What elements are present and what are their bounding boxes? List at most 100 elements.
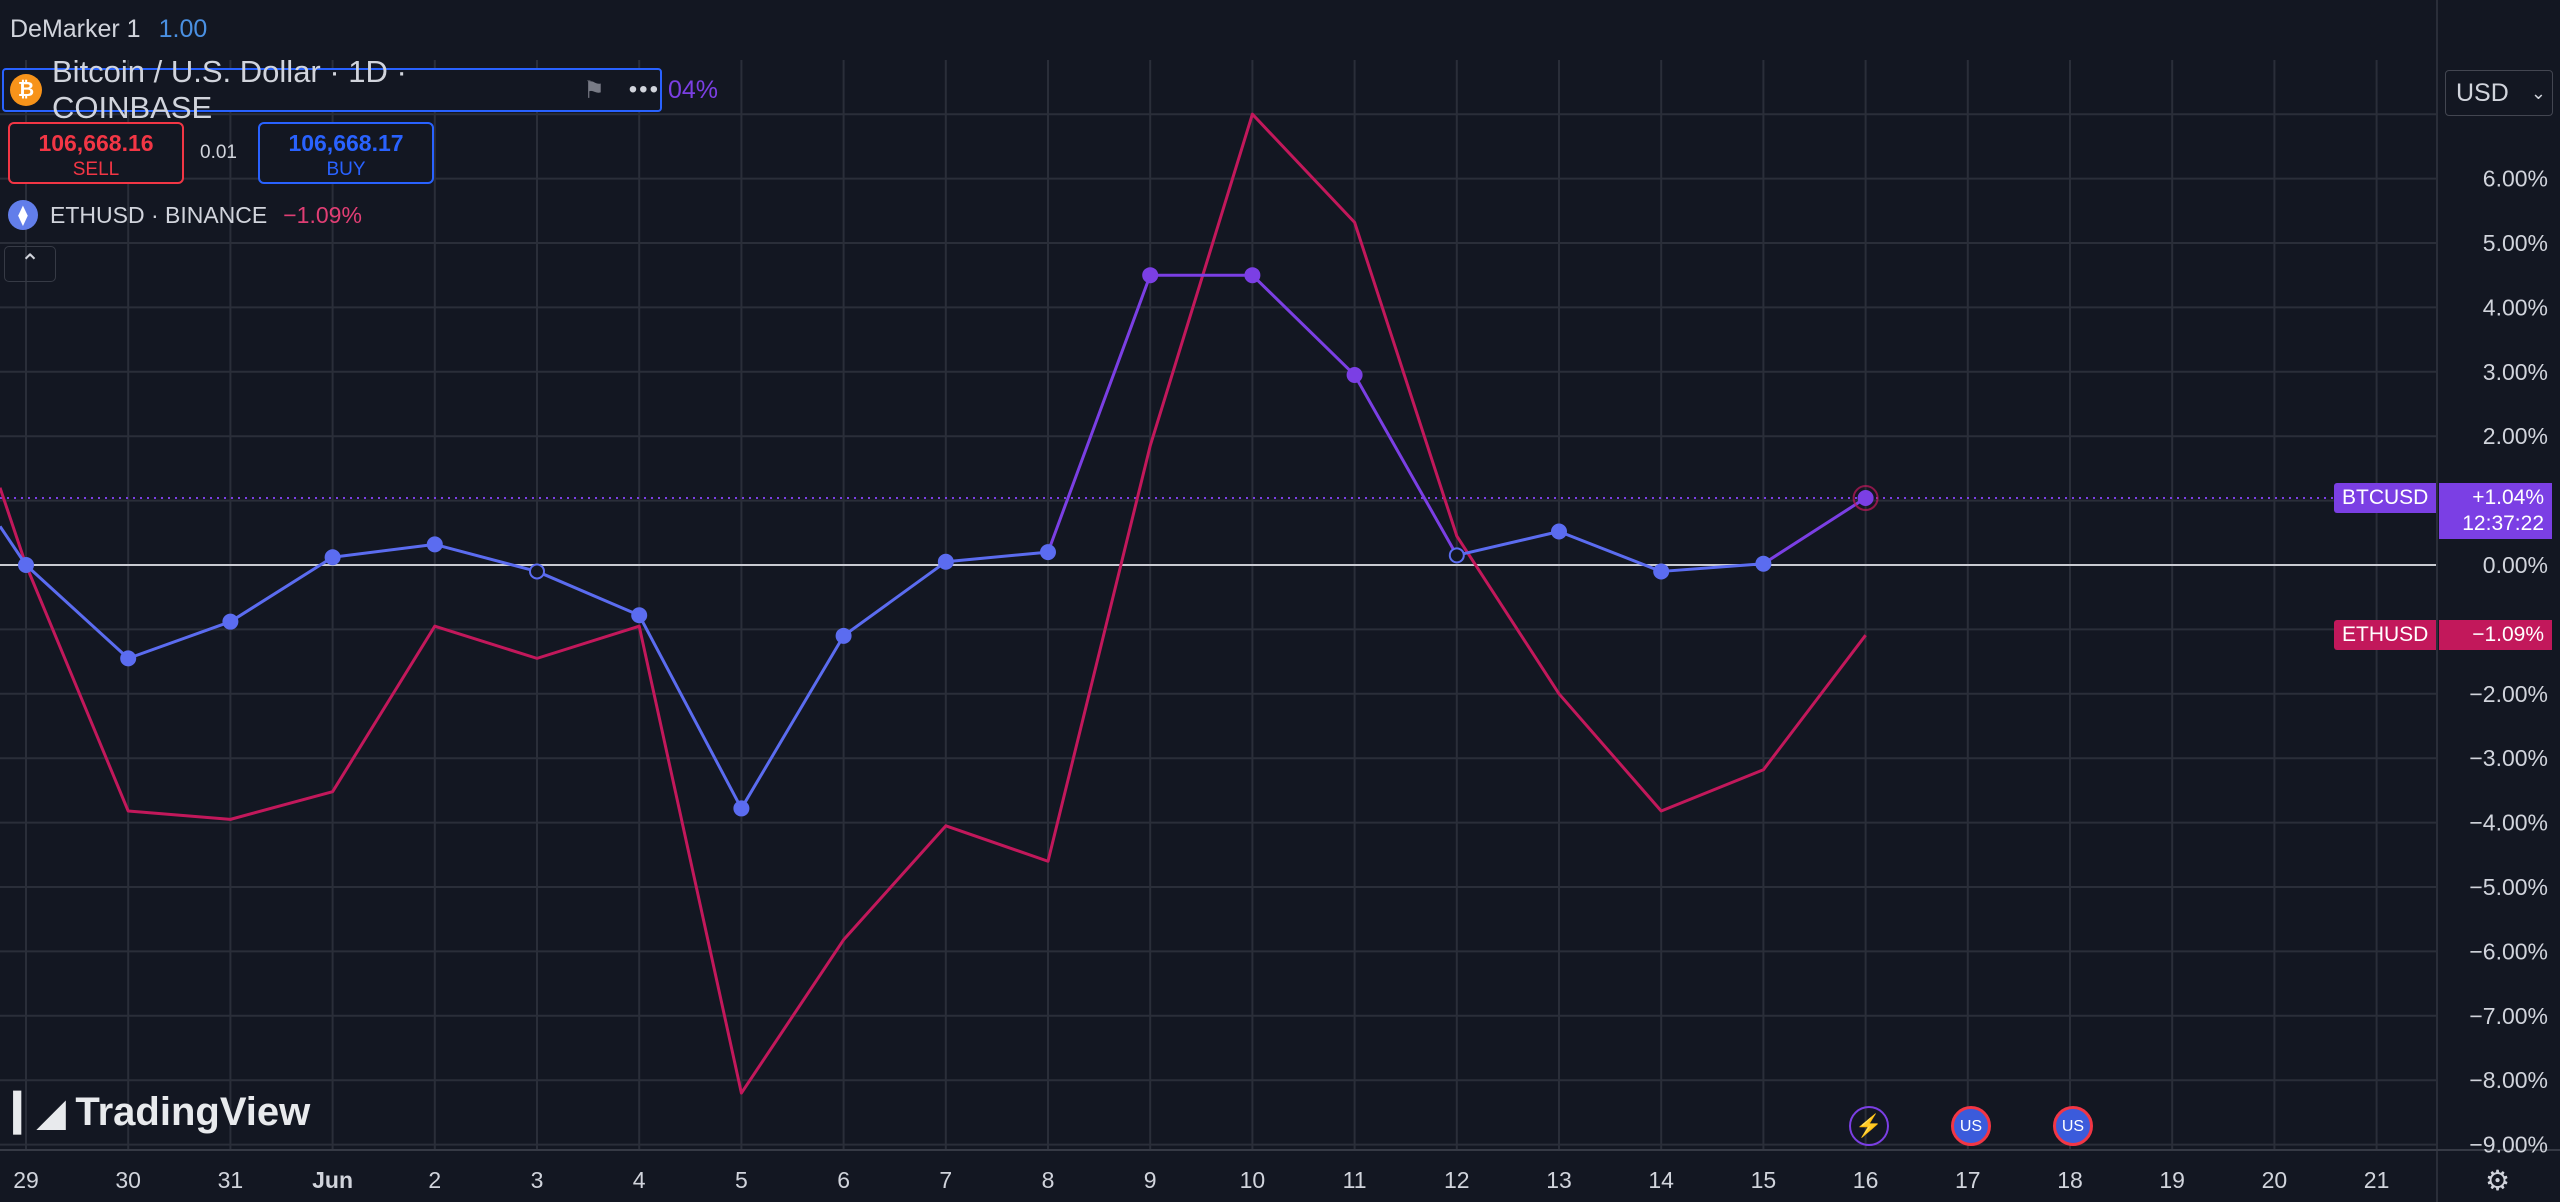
indicator-value: 1.00 — [158, 14, 208, 43]
eth-series-label: ETHUSD — [2334, 620, 2437, 650]
x-tick-label: 3 — [531, 1167, 544, 1193]
sell-label: SELL — [72, 159, 120, 180]
data-point-btcusd — [324, 549, 341, 566]
indicator-name: DeMarker 1 — [10, 14, 141, 43]
series-line-btcusd — [1250, 273, 1357, 377]
y-tick-label: 6.00% — [2483, 166, 2548, 192]
series-line-btcusd — [1353, 373, 1459, 557]
symbol-change: 04% — [668, 76, 719, 104]
series-line-btcusd — [1761, 496, 1868, 566]
currency-select[interactable]: USD ⌄ — [2445, 70, 2553, 116]
y-tick-label: −5.00% — [2469, 874, 2548, 900]
y-tick-label: −6.00% — [2469, 938, 2548, 964]
series-line-btcusd — [1557, 530, 1663, 573]
symbol-legend[interactable]: ₿ Bitcoin / U.S. Dollar · 1D · COINBASE … — [2, 54, 662, 125]
tradingview-mark-icon: ▎◢ — [14, 1091, 65, 1133]
series-line-btcusd — [842, 560, 948, 638]
series-line-btcusd — [331, 542, 437, 559]
data-point-btcusd — [18, 557, 34, 573]
x-tick-label: 6 — [837, 1167, 850, 1193]
eth-last-value: −1.09% — [2439, 620, 2552, 650]
collapse-legend-button[interactable]: ⌃ — [4, 246, 56, 282]
x-tick-label: 14 — [1648, 1167, 1674, 1193]
series-line-ethusd — [0, 112, 1867, 1095]
x-tick-label: 4 — [633, 1167, 646, 1193]
x-tick-label: 7 — [939, 1167, 952, 1193]
x-tick-label: 31 — [218, 1167, 244, 1193]
series-line-btcusd — [637, 613, 743, 810]
series-line-btcusd — [24, 563, 130, 660]
chevron-down-icon: ⌄ — [2530, 82, 2546, 103]
data-point-btcusd — [937, 553, 954, 570]
data-point-btcusd — [733, 800, 750, 817]
ethereum-icon: ⧫ — [8, 200, 38, 230]
indicator-legend[interactable]: DeMarker 1 1.00 — [0, 0, 207, 58]
x-tick-label: 18 — [2057, 1167, 2083, 1193]
x-tick-label: 15 — [1751, 1167, 1777, 1193]
us-flag-icon[interactable]: US — [2053, 1106, 2093, 1146]
x-tick-label: 9 — [1144, 1167, 1157, 1193]
x-tick-label: Jun — [312, 1167, 353, 1193]
series-line-btcusd — [126, 620, 232, 660]
x-axis: 29 30 31 Jun 2 3 4 5 6 7 8 9 10 11 12 13 14 15 16 17 18 19 20 2… — [13, 1167, 2389, 1193]
data-point-btcusd — [529, 563, 545, 580]
y-tick-label: 4.00% — [2483, 294, 2548, 320]
brand-name: TradingView — [75, 1090, 311, 1134]
compare-legend[interactable]: ⧫ ETHUSD · BINANCE −1.09% — [8, 200, 362, 230]
y-tick-label: −9.00% — [2469, 1132, 2548, 1158]
y-axis: 6.00% 5.00% 4.00% 3.00% 2.00% 0.00% −2.00% −3.0… — [2469, 166, 2548, 1158]
symbol-title: Bitcoin / U.S. Dollar · 1D · COINBASE — [52, 54, 407, 125]
sell-price: 106,668.16 — [38, 130, 154, 156]
y-tick-label: 2.00% — [2483, 423, 2548, 449]
x-tick-label: 19 — [2159, 1167, 2185, 1193]
btc-last-value: +1.04% — [2439, 483, 2552, 513]
buy-price: 106,668.17 — [288, 130, 404, 156]
series-lines — [0, 112, 1868, 1095]
x-tick-label: 13 — [1546, 1167, 1572, 1193]
data-point-btcusd — [1142, 267, 1159, 284]
x-tick-label: 21 — [2364, 1167, 2390, 1193]
data-point-btcusd — [426, 536, 443, 553]
currency-value: USD — [2456, 78, 2509, 107]
compare-change: −1.09% — [283, 201, 362, 228]
series-line-btcusd — [535, 569, 641, 617]
series-line-btcusd — [433, 542, 539, 573]
series-line-btcusd — [1659, 562, 1765, 573]
data-point-btcusd — [1551, 523, 1567, 540]
x-tick-label: 11 — [1343, 1167, 1367, 1193]
tradingview-logo[interactable]: ▎◢ TradingView — [14, 1090, 310, 1135]
us-flag-icon[interactable]: US — [1951, 1106, 1991, 1146]
data-point-btcusd — [835, 627, 852, 644]
x-tick-label: 12 — [1444, 1167, 1470, 1193]
x-tick-label: 20 — [2262, 1167, 2288, 1193]
series-line-btcusd — [1046, 273, 1152, 554]
series-line-btcusd — [1455, 530, 1561, 557]
x-tick-label: 5 — [735, 1167, 748, 1193]
bar-countdown: 12:37:22 — [2439, 509, 2552, 539]
data-point-btcusd — [631, 607, 648, 624]
y-tick-label: −8.00% — [2469, 1067, 2548, 1093]
settings-icon[interactable]: ⚙ — [2485, 1165, 2511, 1196]
chevron-up-icon: ⌃ — [19, 250, 41, 277]
y-tick-label: −4.00% — [2469, 810, 2548, 836]
data-point-btcusd — [1857, 490, 1874, 507]
y-tick-label: 5.00% — [2483, 230, 2548, 256]
series-line-btcusd — [739, 634, 846, 810]
data-point-btcusd — [1755, 555, 1772, 572]
lightning-icon[interactable]: ⚡ — [1849, 1106, 1889, 1146]
data-point-btcusd — [1244, 267, 1261, 284]
x-tick-label: 10 — [1240, 1167, 1266, 1193]
y-tick-label: −2.00% — [2469, 681, 2548, 707]
series-line-btcusd — [944, 550, 1050, 564]
sell-button[interactable]: 106,668.16 SELL — [8, 122, 184, 184]
more-icon[interactable]: ••• — [628, 76, 660, 103]
buy-button[interactable]: 106,668.17 BUY — [258, 122, 434, 184]
y-tick-label: 3.00% — [2483, 359, 2548, 385]
flag-icon[interactable]: ⚑ — [583, 76, 605, 104]
data-points — [18, 267, 1879, 817]
bitcoin-icon: ₿ — [10, 74, 42, 106]
series-line-btcusd — [228, 555, 335, 624]
x-tick-label: 17 — [1955, 1167, 1981, 1193]
x-tick-label: 2 — [428, 1167, 441, 1193]
